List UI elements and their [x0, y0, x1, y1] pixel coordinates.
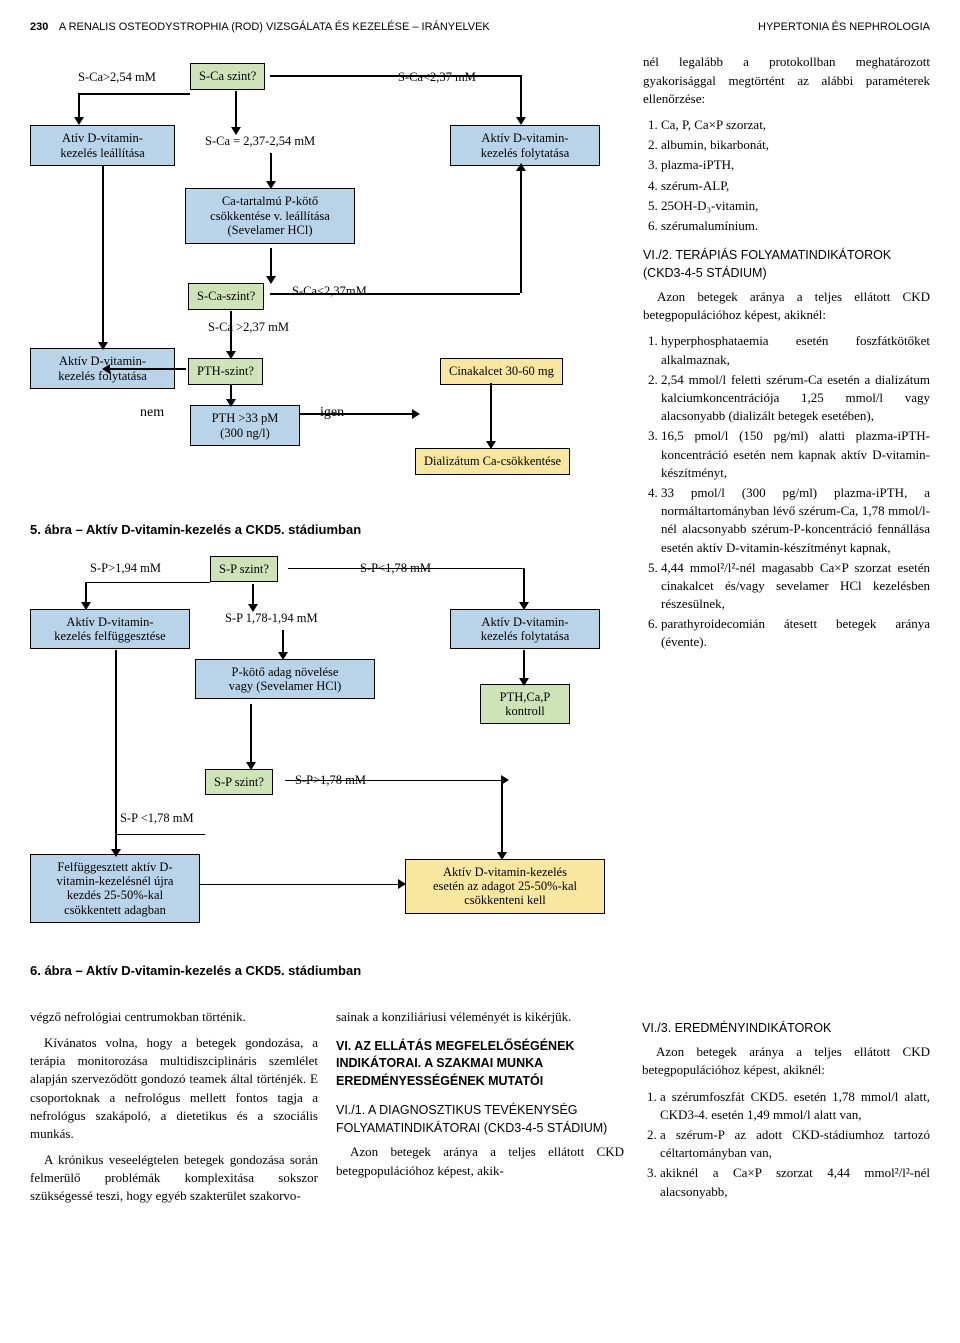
- list-item: parathyroidecomián átesett betegek arány…: [661, 615, 930, 651]
- box-sp-szint-2: S-P szint?: [205, 769, 273, 795]
- box-aktiv-folyt-right: Aktív D-vitamin-kezelés folytatása: [450, 125, 600, 166]
- box-aktiv-csokk: Aktív D-vitamin-kezelésesetén az adagot …: [405, 859, 605, 914]
- label-sp-mid: S-P 1,78-1,94 mM: [225, 612, 318, 626]
- header-left: 230 A RENALIS OSTEODYSTROPHIA (ROD) VIZS…: [30, 20, 490, 35]
- col3-list: a szérumfoszfát CKD5. esetén 1,78 mmol/l…: [642, 1088, 930, 1201]
- bottom-col-1: végző nefrológiai centrumokban történik.…: [30, 1008, 318, 1214]
- list-item: 4,44 mmol²/l²-nél magasabb Ca×P szorzat …: [661, 559, 930, 614]
- box-ca-pkoto: Ca-tartalmú P-kötőcsökkentése v. leállít…: [185, 188, 355, 243]
- box-ativ-stop: Atív D-vitamin-kezelés leállítása: [30, 125, 175, 166]
- box-pth-szint: PTH-szint?: [188, 358, 263, 384]
- box-pth33: PTH >33 pM(300 ng/l): [190, 405, 300, 446]
- label-sca-low: S-Ca<2,37 mM: [398, 71, 476, 85]
- list-item: hyperphosphataemia esetén foszfátkötőket…: [661, 332, 930, 368]
- list-item: szérumalumínium.: [661, 217, 930, 235]
- figure-5-caption: 5. ábra – Aktív D-vitamin-kezelés a CKD5…: [30, 521, 625, 539]
- right-text-column: nél legalább a protokollban meghatározot…: [643, 53, 930, 993]
- list-item: a szérumfoszfát CKD5. esetén 1,78 mmol/l…: [660, 1088, 930, 1124]
- box-aktiv-felfügg: Aktív D-vitamin-kezelés felfüggesztése: [30, 609, 190, 650]
- vi2-intro: Azon betegek aránya a teljes ellátott CK…: [643, 288, 930, 324]
- label-nem: nem: [140, 405, 164, 420]
- col3-h1: VI./3. EREDMÉNYINDIKÁTOROK: [642, 1020, 930, 1038]
- box-sca-szint-1: S-Ca szint?: [190, 63, 265, 89]
- vi2-list: hyperphosphataemia esetén foszfátkötőket…: [643, 332, 930, 651]
- box-sp-szint-1: S-P szint?: [210, 556, 278, 582]
- box-pkoto-novel: P-kötő adag növelésevagy (Sevelamer HCl): [195, 659, 375, 700]
- figure-6-flowchart: S-P>1,94 mM S-P szint? S-P<1,78 mM Aktív…: [30, 554, 625, 954]
- list-item: Ca, P, Ca×P szorzat,: [661, 116, 930, 134]
- list-item: plazma-iPTH,: [661, 156, 930, 174]
- list-item: szérum-ALP,: [661, 177, 930, 195]
- label-sca-gt237: S-Ca >2,37 mM: [208, 321, 289, 335]
- page-number: 230: [30, 21, 48, 33]
- box-pthcap: PTH,Ca,Pkontroll: [480, 684, 570, 725]
- box-felfugg-ujra: Felfüggesztett aktív D-vitamin-kezelésné…: [30, 854, 200, 924]
- page-header: 230 A RENALIS OSTEODYSTROPHIA (ROD) VIZS…: [30, 20, 930, 35]
- header-title-right: HYPERTONIA ÉS NEPHROLOGIA: [758, 20, 930, 35]
- col2-p1: sainak a konziliáriusi véleményét is kik…: [336, 1008, 624, 1026]
- header-title-left: A RENALIS OSTEODYSTROPHIA (ROD) VIZSGÁLA…: [59, 21, 490, 33]
- list-item: 33 pmol/l (300 pg/ml) plazma-iPTH, a nor…: [661, 484, 930, 557]
- list-item: a szérum-P az adott CKD-stádiumhoz tarto…: [660, 1126, 930, 1162]
- list-item: akiknél a Ca×P szorzat 4,44 mmol²/l²-nél…: [660, 1164, 930, 1200]
- label-sca-high: S-Ca>2,54 mM: [78, 71, 156, 85]
- figure-6-caption: 6. ábra – Aktív D-vitamin-kezelés a CKD5…: [30, 962, 625, 980]
- col1-p2: Kívánatos volna, hogy a betegek gondozás…: [30, 1034, 318, 1143]
- bottom-columns: végző nefrológiai centrumokban történik.…: [30, 1008, 930, 1214]
- label-sp-lt178: S-P <1,78 mM: [120, 812, 194, 826]
- list-item: 16,5 pmol/l (150 pg/ml) alatti plazma-iP…: [661, 427, 930, 482]
- col1-p1: végző nefrológiai centrumokban történik.: [30, 1008, 318, 1026]
- label-sca-mid: S-Ca = 2,37-2,54 mM: [205, 135, 315, 149]
- label-sp-high: S-P>1,94 mM: [90, 562, 161, 576]
- right-intro: nél legalább a protokollban meghatározot…: [643, 53, 930, 108]
- box-cinakalcet: Cinakalcet 30-60 mg: [440, 358, 563, 384]
- box-sca-szint-2: S-Ca-szint?: [188, 283, 264, 309]
- col2-h1: VI. AZ ELLÁTÁS MEGFELELŐSÉGÉNEK INDIKÁTO…: [336, 1038, 624, 1091]
- label-sca-lt237: S-Ca<2,37mM: [292, 285, 367, 299]
- list-item: 2,54 mmol/l feletti szérum-Ca esetén a d…: [661, 371, 930, 426]
- list-item: albumin, bikarbonát,: [661, 136, 930, 154]
- param-list: Ca, P, Ca×P szorzat, albumin, bikarbonát…: [643, 116, 930, 235]
- col1-p3: A krónikus veseelégtelen betegek gondozá…: [30, 1151, 318, 1206]
- figure-5-flowchart: S-Ca>2,54 mM S-Ca szint? S-Ca<2,37 mM At…: [30, 53, 625, 513]
- col3-p1: Azon betegek aránya a teljes ellátott CK…: [642, 1043, 930, 1079]
- heading-vi2: VI./2. TERÁPIÁS FOLYAMATINDIKÁTOROK (CKD…: [643, 247, 930, 282]
- box-dializatum: Dializátum Ca-csökkentése: [415, 448, 570, 474]
- col2-p2: Azon betegek aránya a teljes ellátott CK…: [336, 1143, 624, 1179]
- col2-h2: VI./1. A DIAGNOSZTIKUS TEVÉKENYSÉG FOLYA…: [336, 1102, 624, 1137]
- list-item: 25OH-D₃-vitamin,: [661, 197, 930, 215]
- box-aktiv-folyt: Aktív D-vitamin-kezelés folytatása: [450, 609, 600, 650]
- bottom-col-3: VI./3. EREDMÉNYINDIKÁTOROK Azon betegek …: [642, 1008, 930, 1214]
- bottom-col-2: sainak a konziliáriusi véleményét is kik…: [336, 1008, 624, 1214]
